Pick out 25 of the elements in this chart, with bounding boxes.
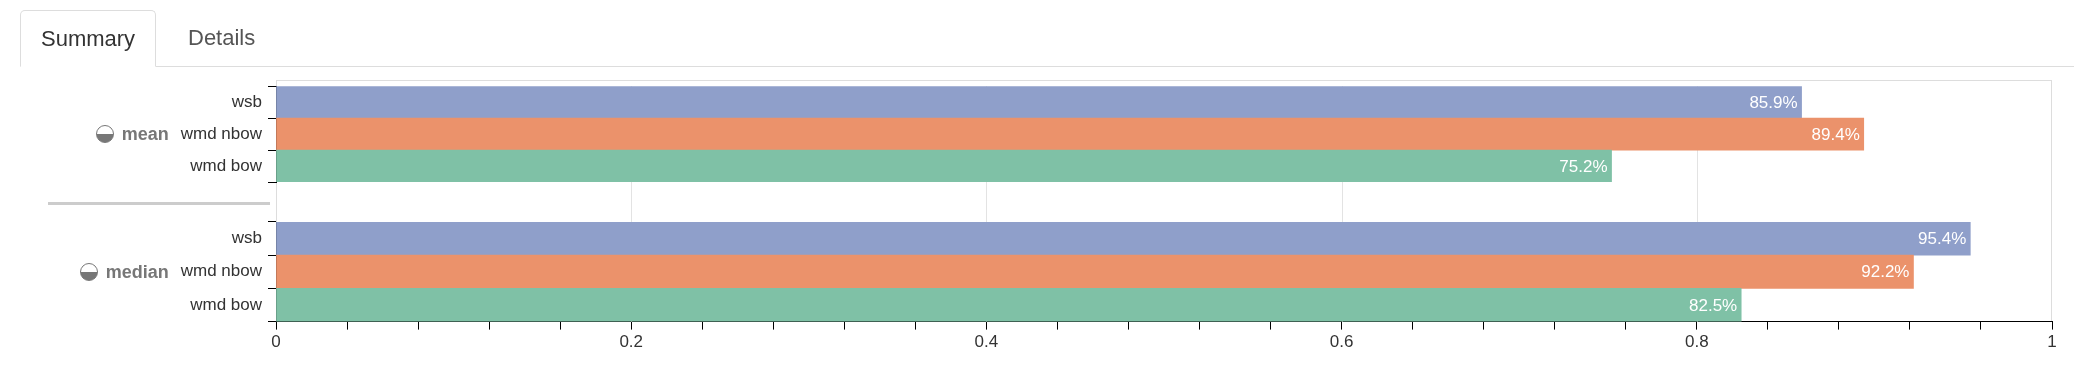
y-axis-title: mean	[121, 123, 169, 145]
data-label: 75.2%	[1559, 156, 1608, 176]
data-label: 92.2%	[1861, 262, 1910, 282]
x-tick-label: 1	[2047, 332, 2057, 352]
y-tick-label: wmd nbow	[179, 123, 263, 143]
y-tick-label: wmd nbow	[179, 261, 263, 281]
y-tick-label: wsb	[230, 228, 262, 248]
y-tick-label: wsb	[230, 91, 262, 111]
bar	[276, 288, 1742, 322]
data-label: 89.4%	[1811, 124, 1860, 144]
data-label: 82.5%	[1689, 295, 1738, 315]
text: Summary	[20, 10, 157, 67]
y-axis-title: median	[105, 261, 169, 283]
x-tick-label: 0.6	[1329, 332, 1354, 352]
bar	[276, 254, 1914, 289]
text: Details	[187, 24, 257, 52]
x-tick-label: 0.4	[974, 332, 999, 352]
bar	[276, 222, 1971, 256]
x-tick-label: 0.2	[619, 332, 644, 352]
data-label: 95.4%	[1918, 229, 1967, 249]
data-label: 85.9%	[1749, 92, 1798, 112]
y-tick-label: wmd bow	[189, 155, 263, 175]
y-tick-label: wmd bow	[189, 294, 263, 314]
x-tick-label: 0	[271, 332, 281, 352]
x-tick-label: 0.8	[1684, 332, 1709, 352]
